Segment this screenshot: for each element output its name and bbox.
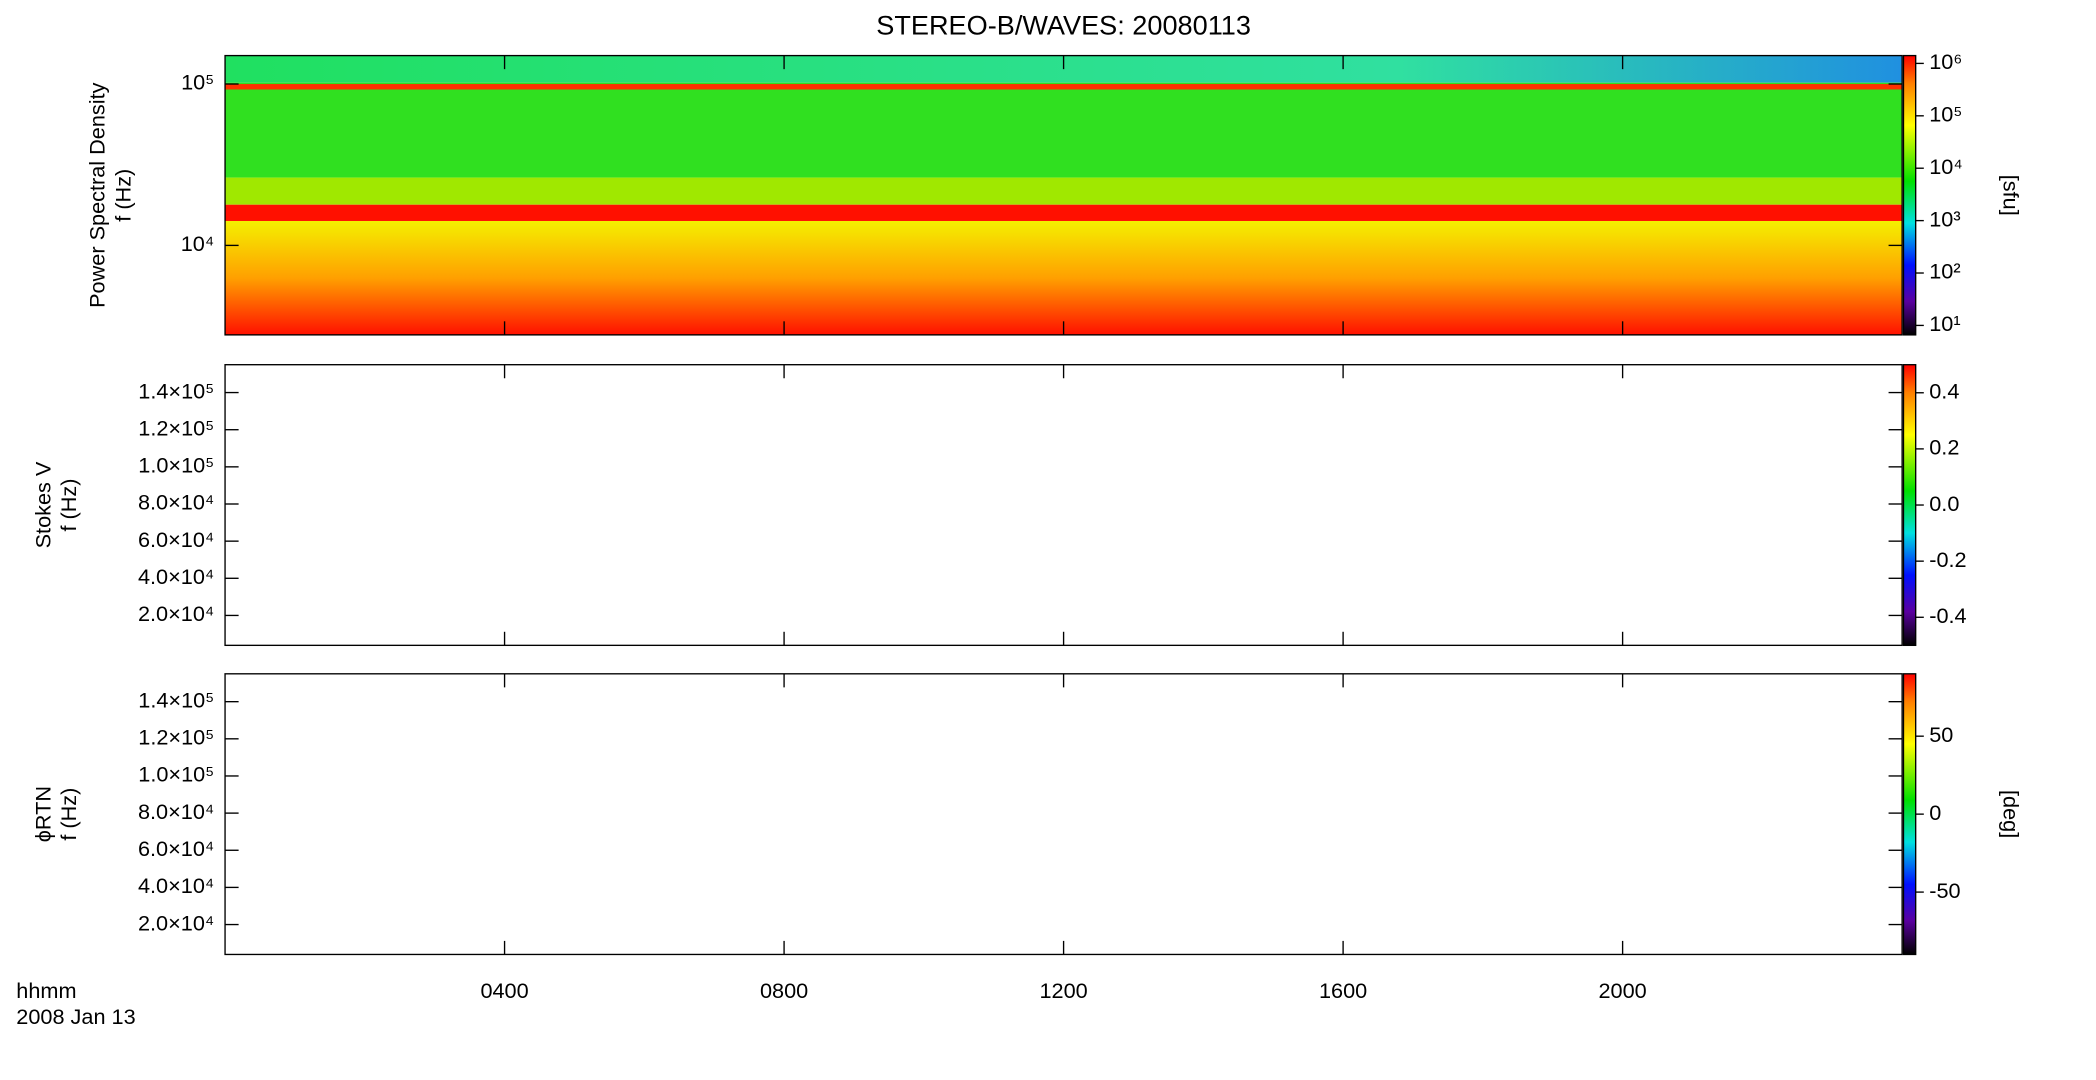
plot-frame — [224, 364, 1903, 647]
y-axis-label: Power Spectral Density — [85, 82, 110, 308]
colorbar-tick-label: 10⁶ — [1929, 49, 1962, 74]
x-tick-label: 2000 — [1598, 978, 1646, 1003]
colorbar-label: [sfu] — [1998, 175, 2023, 216]
y-tick-label: 1.4×10⁵ — [138, 687, 214, 712]
y-axis-label: ϕRTN — [30, 786, 55, 842]
colorbar-label: [deg] — [1998, 790, 2023, 838]
spectrogram-image — [225, 55, 1903, 335]
y-tick-label: 1.4×10⁵ — [138, 378, 214, 403]
y-tick-label: 6.0×10⁴ — [138, 527, 214, 552]
colorbar — [1902, 364, 1917, 647]
y-tick-label: 4.0×10⁴ — [138, 564, 214, 589]
y-tick-label: 2.0×10⁴ — [138, 910, 214, 935]
y-tick-label: 2.0×10⁴ — [138, 601, 214, 626]
y-tick-label: 6.0×10⁴ — [138, 836, 214, 861]
colorbar-tick-label: 10⁴ — [1929, 154, 1962, 179]
colorbar-tick-label: -50 — [1929, 878, 1960, 903]
colorbar-tick-label: 10¹ — [1929, 311, 1960, 336]
x-axis-label: 2008 Jan 13 — [16, 1004, 135, 1029]
colorbar-tick-label: 0.0 — [1929, 491, 1959, 516]
y-tick-label: 8.0×10⁴ — [138, 490, 214, 515]
y-axis-label: f (Hz) — [56, 479, 81, 532]
colorbar-tick-label: 10³ — [1929, 206, 1960, 231]
x-tick-label: 0400 — [480, 978, 528, 1003]
plot-frame — [224, 673, 1903, 956]
colorbar — [1902, 54, 1917, 336]
colorbar-tick-label: 0.4 — [1929, 378, 1959, 403]
colorbar-tick-label: 10² — [1929, 259, 1960, 284]
y-axis-label: Stokes V — [30, 461, 55, 548]
chart-title: STEREO-B/WAVES: 20080113 — [876, 9, 1251, 40]
y-axis-label: f (Hz) — [56, 788, 81, 841]
colorbar-tick-label: 50 — [1929, 722, 1953, 747]
y-tick-label: 1.2×10⁵ — [138, 725, 214, 750]
x-tick-label: 1200 — [1039, 978, 1087, 1003]
y-tick-label: 1.0×10⁵ — [138, 762, 214, 787]
y-tick-label: 10⁴ — [181, 231, 214, 256]
y-tick-label: 1.0×10⁵ — [138, 453, 214, 478]
colorbar-tick-label: 0.2 — [1929, 435, 1959, 460]
x-tick-label: 1600 — [1319, 978, 1367, 1003]
colorbar-tick-label: -0.4 — [1929, 603, 1966, 628]
x-axis-label: hhmm — [16, 978, 76, 1003]
colorbar-tick-label: 0 — [1929, 800, 1941, 825]
colorbar-tick-label: -0.2 — [1929, 547, 1966, 572]
colorbar-tick-label: 10⁵ — [1929, 102, 1962, 127]
y-tick-label: 4.0×10⁴ — [138, 873, 214, 898]
colorbar — [1902, 673, 1917, 956]
y-axis-label: f (Hz) — [110, 169, 135, 222]
y-tick-label: 10⁵ — [181, 70, 214, 95]
y-tick-label: 1.2×10⁵ — [138, 415, 214, 440]
y-tick-label: 8.0×10⁴ — [138, 799, 214, 824]
x-tick-label: 0800 — [760, 978, 808, 1003]
